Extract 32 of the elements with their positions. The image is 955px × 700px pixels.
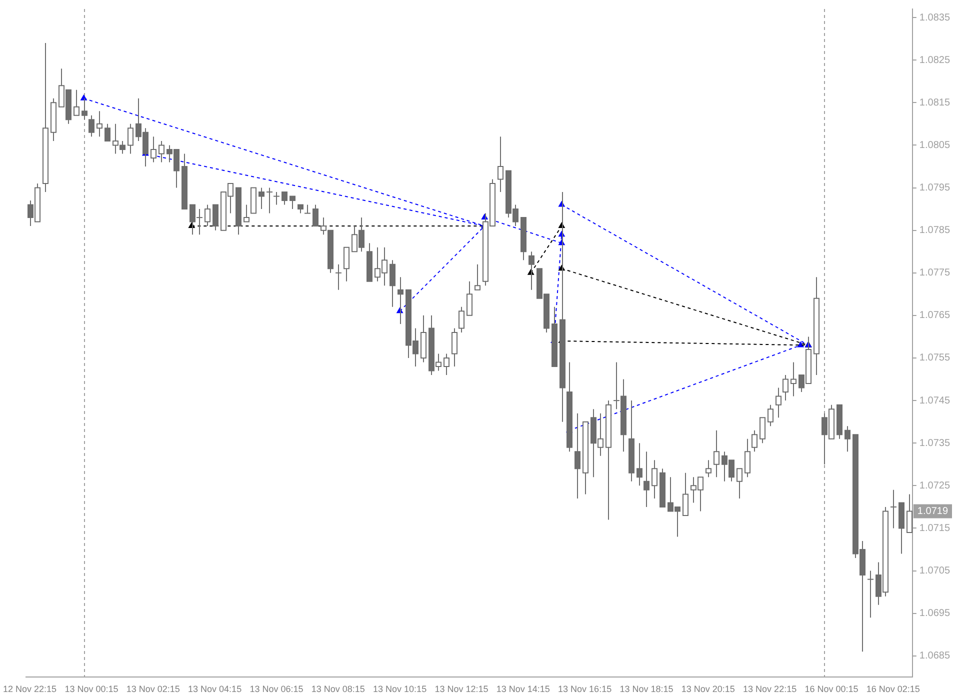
x-tick-label: 13 Nov 06:15 (250, 684, 304, 694)
x-tick-label: 12 Nov 22:15 (3, 684, 57, 694)
y-tick-label: 1.0825 (919, 54, 950, 66)
y-tick-label: 1.0695 (919, 608, 950, 620)
y-tick-label: 1.0775 (919, 268, 950, 279)
x-tick-label: 13 Nov 02:15 (126, 684, 180, 694)
x-tick-label: 16 Nov 00:15 (804, 684, 858, 694)
x-tick-label: 13 Nov 14:15 (496, 684, 550, 694)
annotation: 1.0719 (917, 506, 948, 517)
x-tick-label: 13 Nov 18:15 (620, 684, 674, 694)
x-tick-label: 13 Nov 10:15 (373, 684, 427, 694)
y-tick-label: 1.0755 (919, 352, 950, 364)
x-tick-label: 13 Nov 12:15 (434, 684, 488, 694)
y-tick-label: 1.0735 (919, 438, 950, 449)
x-tick-label: 13 Nov 00:15 (64, 684, 118, 694)
x-tick-label: 13 Nov 20:15 (681, 684, 735, 694)
y-tick-label: 1.0725 (919, 480, 950, 492)
y-tick-label: 1.0685 (919, 650, 950, 662)
y-tick-label: 1.0745 (919, 395, 950, 406)
y-tick-label: 1.0765 (919, 310, 950, 322)
x-tick-label: 13 Nov 16:15 (558, 684, 612, 694)
y-tick-label: 1.0815 (919, 97, 950, 108)
x-tick-label: 16 Nov 02:15 (866, 684, 920, 694)
y-tick-label: 1.0785 (919, 225, 950, 236)
y-tick-label: 1.0795 (919, 182, 950, 194)
y-tick-label: 1.0715 (919, 522, 950, 534)
x-tick-label: 13 Nov 08:15 (311, 684, 365, 694)
y-tick-label: 1.0805 (919, 140, 950, 151)
y-tick-label: 1.0705 (919, 566, 950, 577)
y-tick-label: 1.0835 (919, 12, 950, 24)
x-tick-label: 13 Nov 04:15 (188, 684, 242, 694)
x-tick-label: 13 Nov 22:15 (743, 684, 797, 694)
